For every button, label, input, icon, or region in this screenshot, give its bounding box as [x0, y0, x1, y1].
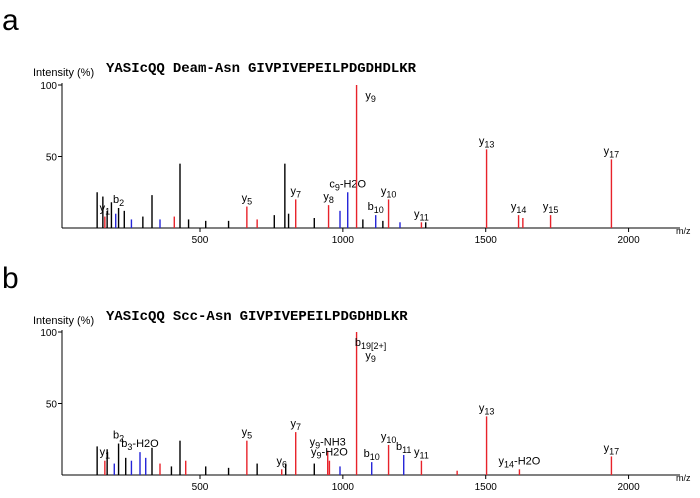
- x-tick-label: 1500: [475, 235, 498, 246]
- ion-label: y9-NH3: [310, 437, 346, 451]
- ion-label: y9: [365, 350, 376, 364]
- ion-label: y6: [276, 455, 287, 469]
- ion-label: y1: [100, 447, 111, 461]
- panel-letter: b: [2, 262, 19, 295]
- sequence: GIVPIVEPEILPDGDHDLKR: [240, 309, 409, 325]
- ion-label: y7: [290, 418, 301, 432]
- ion-label: y5: [242, 193, 253, 207]
- ion-label: y14: [511, 201, 527, 215]
- ion-label: y5: [242, 427, 253, 441]
- ion-label: y1: [100, 203, 111, 217]
- ion-label: y8: [323, 191, 334, 205]
- x-axis-label: m/z: [676, 473, 691, 483]
- ion-label: y14-H2O: [499, 455, 541, 469]
- ion-label: y13: [479, 135, 495, 149]
- x-tick-label: 2000: [617, 482, 640, 493]
- ion-label: y15: [543, 201, 559, 215]
- x-tick-label: 1000: [332, 482, 355, 493]
- ion-label: y17: [604, 145, 620, 159]
- panel-letter: a: [2, 4, 19, 37]
- sequence: YASIcQQ: [106, 309, 165, 325]
- ion-label: y17: [604, 442, 620, 456]
- x-axis-label: m/z: [676, 226, 691, 236]
- ion-label: b2: [113, 430, 124, 444]
- y-tick-label: 100: [40, 328, 57, 339]
- y-tick-label: 50: [46, 153, 58, 164]
- x-tick-label: 500: [192, 235, 209, 246]
- y-axis-label: Intensity (%): [33, 315, 94, 327]
- sequence: GIVPIVEPEILPDGDHDLKR: [248, 61, 417, 77]
- ion-label: b3-H2O: [121, 438, 159, 452]
- ion-label: c9-H2O: [329, 178, 366, 192]
- ion-label: b19[2+]: [355, 337, 386, 351]
- y-tick-label: 100: [40, 81, 57, 92]
- sequence: YASIcQQ: [106, 61, 165, 77]
- x-tick-label: 1000: [332, 235, 355, 246]
- y-tick-label: 50: [46, 400, 58, 411]
- modification: Scc-Asn: [173, 309, 232, 325]
- ion-label: y7: [290, 185, 301, 199]
- x-tick-label: 500: [192, 482, 209, 493]
- ion-label: b10: [368, 201, 384, 215]
- ion-label: y10: [381, 185, 397, 199]
- ion-label: b10: [364, 448, 380, 462]
- y-axis-label: Intensity (%): [33, 67, 94, 79]
- ion-label: y13: [479, 402, 495, 416]
- ion-label: y9: [365, 90, 376, 104]
- ion-label: b2: [113, 194, 124, 208]
- x-tick-label: 2000: [617, 235, 640, 246]
- ion-label: y9-H2O: [311, 447, 348, 461]
- ion-label: y11: [414, 208, 429, 222]
- ion-label: y10: [381, 431, 397, 445]
- x-tick-label: 1500: [475, 482, 498, 493]
- ion-label: y11: [414, 447, 429, 461]
- ion-label: b11: [396, 441, 411, 455]
- modification: Deam-Asn: [173, 61, 240, 77]
